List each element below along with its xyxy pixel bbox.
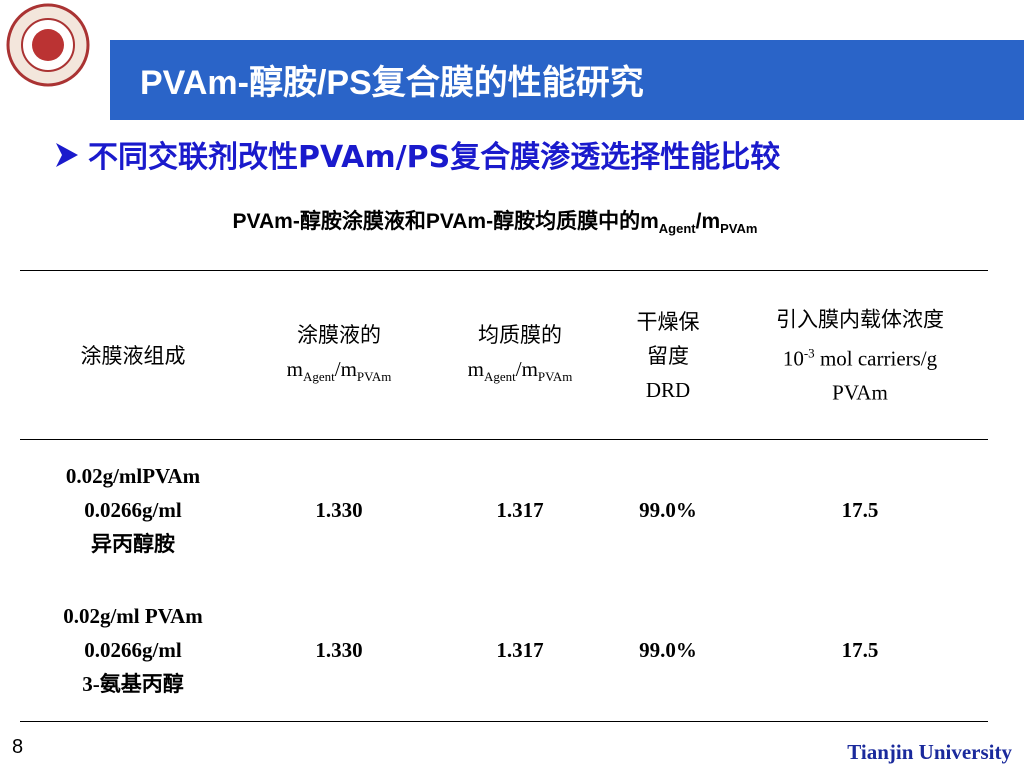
cell-line: 异丙醇胺: [66, 527, 200, 561]
table-cell: 0.02g/mlPVAm 0.0266g/ml 异丙醇胺: [66, 459, 200, 561]
text: m: [467, 356, 484, 381]
text: 99.0%: [639, 498, 697, 522]
table-cell: 1.330: [315, 493, 362, 527]
table-rule: [20, 270, 988, 271]
subscript: PVAm: [720, 221, 758, 237]
table-cell: 17.5: [842, 493, 879, 527]
text: 17.5: [841, 498, 879, 522]
text: 0.02g/ml PVAm: [63, 604, 203, 628]
logo: [0, 0, 112, 120]
text: 均质膜的: [478, 322, 562, 347]
text: 99.0%: [639, 638, 697, 662]
cell-line: 10-3 mol carriers/g: [776, 337, 944, 376]
bullet-text: 不同交联剂改性PVAm/PS复合膜渗透选择性能比较: [88, 140, 781, 175]
table-caption: PVAm-醇胺涂膜液和PVAm-醇胺均质膜中的mAgent/mPVAm: [0, 205, 990, 236]
text: 0.0266g/ml: [84, 638, 182, 662]
table-rule: [20, 721, 988, 722]
cell-line: 0.02g/ml PVAm: [63, 599, 203, 633]
table-cell: 99.0%: [639, 633, 697, 667]
table-cell: 1.317: [496, 493, 543, 527]
cell-line: PVAm: [776, 376, 944, 410]
subscript: Agent: [658, 221, 696, 237]
text: mol carriers/g: [814, 346, 938, 371]
cell-line: 留度: [637, 339, 700, 373]
text: 17.5: [841, 638, 879, 662]
bullet-arrow: [56, 143, 78, 167]
text: PVAm: [832, 380, 888, 405]
cell-line: 17.5: [842, 493, 879, 527]
table-rule: [20, 439, 988, 440]
table-cell: 涂膜液组成: [81, 339, 186, 373]
cell-line: mAgent/mPVAm: [287, 352, 392, 394]
cell-line: 1.330: [315, 493, 362, 527]
table-cell: 99.0%: [639, 493, 697, 527]
cell-line: 1.317: [496, 633, 543, 667]
table-cell: 0.02g/ml PVAm 0.0266g/ml 3-氨基丙醇: [63, 599, 203, 701]
cell-line: 均质膜的: [468, 318, 573, 352]
text: 涂膜液组成: [80, 344, 186, 368]
cell-line: 引入膜内载体浓度: [776, 303, 944, 337]
text: /m: [334, 356, 357, 381]
cell-line: 干燥保: [637, 305, 700, 339]
text: 3-氨基丙醇: [82, 672, 184, 696]
cell-line: 1.330: [315, 633, 362, 667]
subscript: Agent: [483, 369, 516, 385]
text: /m: [515, 356, 538, 381]
table-cell: 引入膜内载体浓度 10-3 mol carriers/g PVAm: [776, 303, 944, 410]
cell-line: 3-氨基丙醇: [63, 667, 203, 701]
cell-line: 0.0266g/ml: [66, 493, 200, 527]
cell-line: 99.0%: [639, 493, 697, 527]
table-cell: 干燥保留度 DRD: [637, 305, 700, 407]
text: m: [286, 356, 303, 381]
text: 干燥保: [636, 310, 700, 334]
text: 0.02g/mlPVAm: [65, 464, 201, 488]
cell-line: 涂膜液组成: [81, 339, 186, 373]
text: PVAm-醇胺涂膜液和PVAm-醇胺均质膜中的m: [232, 210, 659, 233]
cell-line: 17.5: [842, 633, 879, 667]
subscript: Agent: [302, 369, 335, 385]
header-band: [110, 40, 1024, 120]
table-cell: 1.317: [496, 633, 543, 667]
table-cell: 1.330: [315, 633, 362, 667]
cell-line: 0.02g/mlPVAm: [66, 459, 200, 493]
subscript: PVAm: [356, 369, 392, 385]
text: 留度: [647, 344, 689, 368]
text: 1.317: [496, 498, 544, 522]
text: 1.330: [315, 638, 363, 662]
text: /m: [695, 210, 721, 233]
page-number: 8: [12, 736, 24, 758]
text: 1.330: [315, 498, 363, 522]
footer-org: Tianjin University: [847, 740, 1012, 764]
cell-line: 1.317: [496, 493, 543, 527]
text: 1.317: [496, 638, 544, 662]
text: 涂膜液的: [297, 322, 381, 347]
cell-line: 涂膜液的: [287, 318, 392, 352]
text: DRD: [645, 378, 691, 402]
superscript: -3: [803, 345, 815, 361]
cell-line: mAgent/mPVAm: [468, 352, 573, 394]
text: 0.0266g/ml: [84, 498, 182, 522]
slide-title: PVAm-醇胺/PS复合膜的性能研究: [140, 64, 644, 102]
cell-line: DRD: [637, 373, 700, 407]
subscript: PVAm: [537, 369, 573, 385]
table-cell: 17.5: [842, 633, 879, 667]
text: 引入膜内载体浓度: [776, 307, 944, 332]
table-cell: 均质膜的 mAgent/mPVAm: [468, 318, 573, 394]
cell-line: 99.0%: [639, 633, 697, 667]
text: 异丙醇胺: [90, 532, 175, 556]
table-cell: 涂膜液的 mAgent/mPVAm: [287, 318, 392, 394]
text: 10: [782, 346, 804, 371]
cell-line: 0.0266g/ml: [63, 633, 203, 667]
